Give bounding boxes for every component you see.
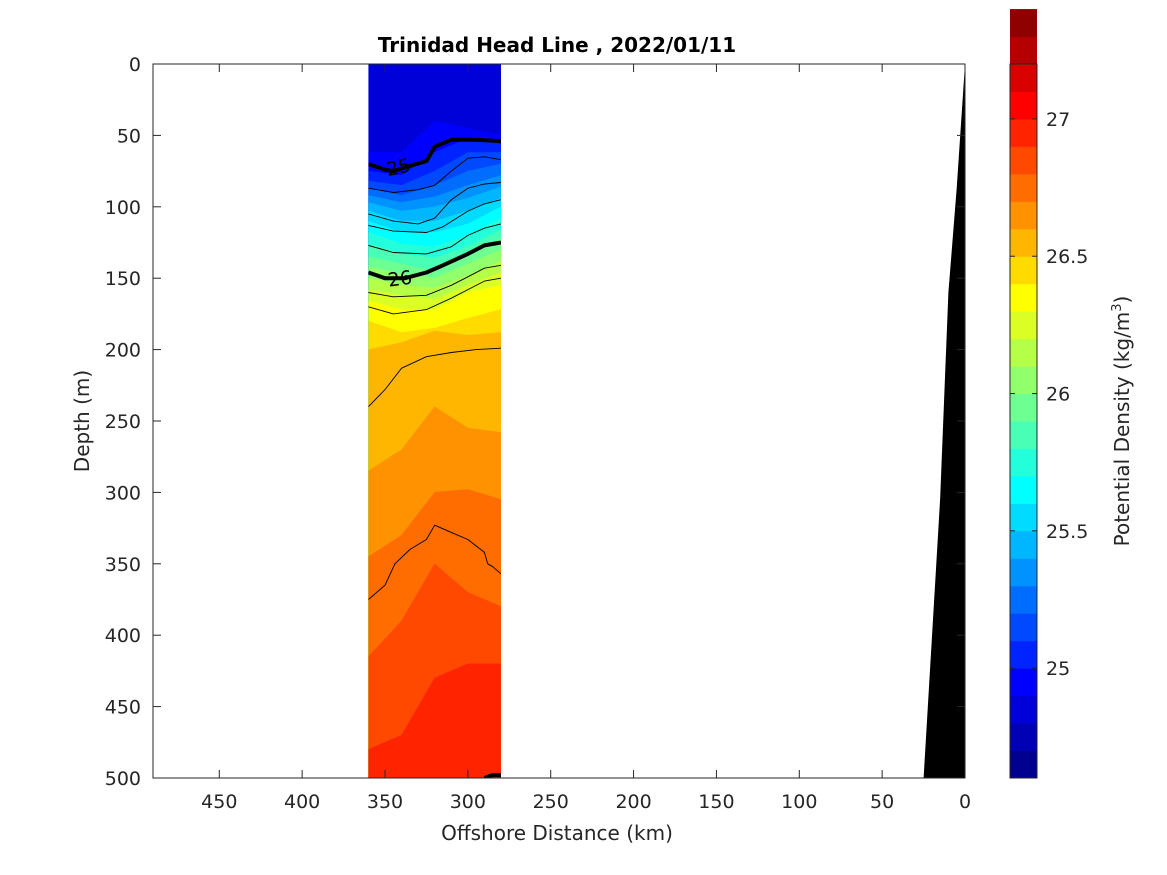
- colorbar-swatch: [1010, 695, 1037, 724]
- colorbar-title: Potential Density (kg/m3): [1110, 296, 1134, 547]
- contour-label-5: 26: [387, 267, 414, 292]
- contour-line-10: [483, 773, 501, 778]
- y-tick-label: 0: [129, 54, 141, 76]
- colorbar-tick-label: 25: [1046, 658, 1070, 680]
- colorbar-swatch: [1010, 36, 1037, 65]
- colorbar-swatch: [1010, 311, 1037, 340]
- colorbar-title-text: Potential Density (kg/m: [1110, 312, 1134, 547]
- colorbar-swatch: [1010, 283, 1037, 312]
- colorbar-tick-label: 26.5: [1046, 246, 1088, 268]
- colorbar-swatch: [1010, 750, 1037, 779]
- contour-line-1: [368, 156, 501, 193]
- colorbar-swatch: [1010, 723, 1037, 752]
- colorbar-swatch: [1010, 9, 1037, 38]
- contour-line-4: [368, 223, 501, 255]
- colorbar-frame: [1009, 63, 1038, 779]
- seafloor-bathymetry: [923, 64, 965, 778]
- x-tick-label: 0: [959, 791, 971, 813]
- y-tick-label: 300: [105, 482, 141, 504]
- y-tick-label: 250: [105, 411, 141, 433]
- contour-line-8: [368, 347, 501, 408]
- contour-line-3: [368, 199, 501, 233]
- contour-line-6: [368, 264, 501, 298]
- x-tick-label: 200: [615, 791, 651, 813]
- colorbar-swatch: [1010, 256, 1037, 285]
- colorbar-tick-label: 26: [1046, 384, 1070, 406]
- colorbar-swatch: [1010, 338, 1037, 367]
- x-tick-label: 350: [367, 791, 403, 813]
- y-tick-label: 50: [117, 125, 141, 147]
- colorbar-title-end: ): [1110, 296, 1134, 304]
- x-tick-label: 100: [781, 791, 817, 813]
- colorbar-swatch: [1010, 173, 1037, 202]
- filled-contours: 25 26: [368, 64, 501, 778]
- colorbar-swatch: [1010, 448, 1037, 477]
- colorbar-swatch: [1010, 530, 1037, 559]
- x-tick-label: 400: [284, 791, 320, 813]
- colorbar-swatch: [1010, 558, 1037, 587]
- plot-background: [153, 64, 965, 778]
- colorbar-swatch: [1010, 421, 1037, 449]
- y-tick-label: 350: [105, 554, 141, 576]
- colorbar-tick-label: 27: [1046, 109, 1070, 131]
- colorbar-swatch: [1010, 668, 1037, 697]
- y-tick-label: 150: [105, 268, 141, 290]
- colorbar-swatch: [1010, 91, 1037, 120]
- colorbar-swatch: [1010, 228, 1037, 257]
- colorbar-swatch: [1010, 146, 1037, 175]
- x-tick-label: 50: [870, 791, 894, 813]
- colorbar-tick-label: 25.5: [1046, 521, 1088, 543]
- colorbar-swatch: [1010, 64, 1037, 92]
- colorbar-swatch: [1010, 613, 1037, 642]
- colorbar-swatch: [1010, 503, 1037, 532]
- colorbar-swatch: [1010, 118, 1037, 147]
- colorbar-swatch: [1010, 585, 1037, 614]
- y-axis-title: Depth (m): [70, 370, 94, 472]
- x-tick-label: 150: [698, 791, 734, 813]
- y-tick-label: 450: [105, 697, 141, 719]
- y-tick-label: 200: [105, 340, 141, 362]
- x-tick-label: 250: [533, 791, 569, 813]
- chart-title: Trinidad Head Line , 2022/01/11: [378, 33, 736, 57]
- colorbar-swatch: [1010, 366, 1037, 395]
- x-tick-label: 300: [450, 791, 486, 813]
- colorbar-swatch: [1010, 393, 1037, 422]
- x-tick-label: 450: [201, 791, 237, 813]
- y-tick-label: 400: [105, 625, 141, 647]
- colorbar-swatch: [1010, 201, 1037, 230]
- contour-label-0: 25: [384, 155, 412, 182]
- colorbar-title-superscript: 3: [1110, 303, 1125, 311]
- y-tick-label: 500: [105, 768, 141, 790]
- contour-line-0: [368, 137, 501, 174]
- contour-line-7: [368, 277, 501, 315]
- density-band-21: [368, 663, 501, 778]
- colorbar-swatch: [1010, 640, 1037, 669]
- colorbar-swatch: [1010, 475, 1037, 504]
- contour-line-2: [368, 182, 501, 225]
- contour-line-9: [368, 524, 501, 600]
- contour-line-5: [368, 240, 501, 281]
- colorbar: 25 25.5 26 26.5 27: [1009, 9, 1088, 779]
- y-tick-label: 100: [105, 197, 141, 219]
- x-axis-title: Offshore Distance (km): [441, 821, 673, 845]
